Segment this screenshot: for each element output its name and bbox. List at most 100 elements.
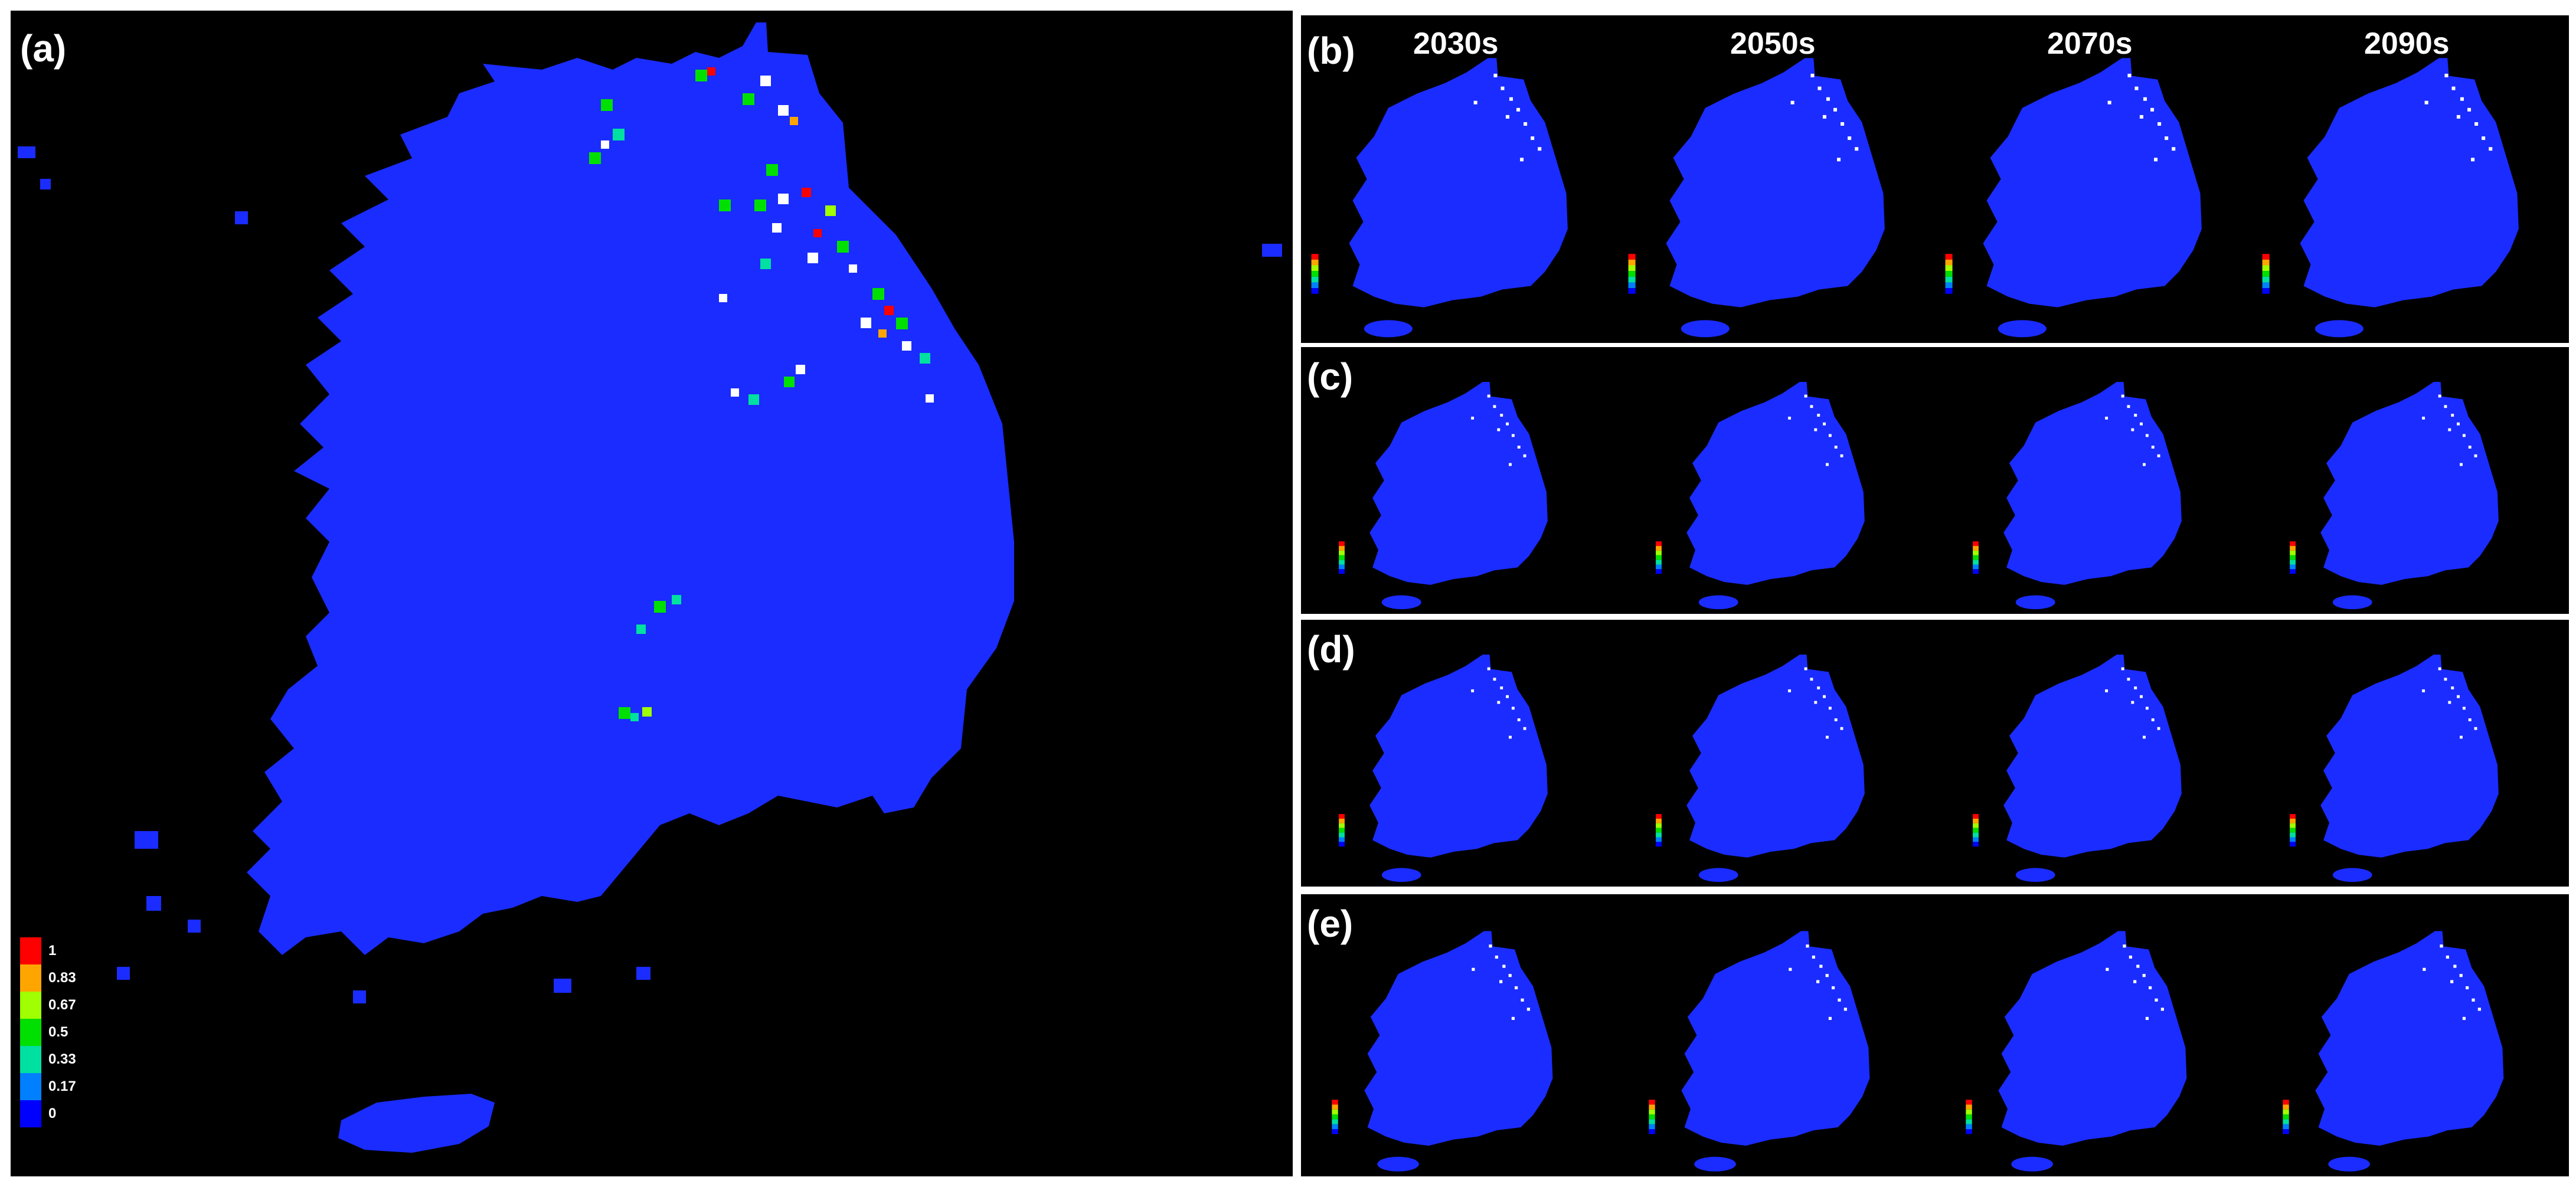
panel-label-d: (d)	[1307, 628, 1355, 671]
legend-item: 0.5	[20, 1019, 68, 1046]
mini-legend-swatch	[1945, 259, 1953, 266]
mini-hotspot	[1843, 1008, 1847, 1011]
mini-legend-swatch	[1339, 814, 1345, 819]
legend-item: 0.67	[20, 992, 76, 1019]
mini-hotspot	[2444, 405, 2447, 408]
mini-legend-swatch	[1332, 1100, 1338, 1105]
mini-map	[1311, 58, 1568, 338]
mini-hotspot	[2107, 100, 2111, 104]
mini-hotspot	[2451, 86, 2456, 90]
mini-hotspot	[2165, 136, 2169, 140]
mini-legend-swatch	[1311, 254, 1319, 260]
mini-legend-swatch	[1966, 1119, 1972, 1124]
mini-hotspot	[1832, 986, 1835, 990]
mini-hotspot	[2145, 434, 2149, 437]
mini-legend-swatch	[1339, 832, 1345, 838]
mini-hotspot	[2157, 727, 2160, 730]
map-row-e: (e)	[1301, 894, 2569, 1176]
legend-item: 0.33	[20, 1046, 76, 1073]
mini-legend-swatch	[1311, 265, 1319, 272]
mini-legend-swatch	[1628, 276, 1636, 283]
mini-legend-swatch	[2262, 259, 2270, 266]
mini-hotspot	[1833, 107, 1838, 112]
mini-hotspot	[1819, 964, 1823, 968]
korea-suitability-map	[18, 22, 1282, 1153]
mini-hotspot	[1500, 686, 1503, 689]
legend-swatch	[20, 1073, 41, 1100]
mini-hotspot	[1487, 394, 1490, 398]
mini-legend-swatch	[2283, 1114, 2289, 1120]
mini-legend-swatch	[1649, 1100, 1655, 1105]
mini-hotspot	[2468, 718, 2472, 721]
mini-hotspot	[1804, 667, 1807, 671]
mini-hotspot	[1472, 967, 1475, 971]
mini-map	[2283, 931, 2504, 1172]
mini-legend-swatch	[1311, 259, 1319, 266]
mini-hotspot	[1828, 707, 1832, 710]
mini-legend-swatch	[2262, 271, 2270, 277]
mini-legend-swatch	[1339, 555, 1345, 560]
mini-hotspot	[1838, 998, 1841, 1002]
mini-hotspot	[1823, 695, 1826, 698]
mini-hotspot	[1814, 701, 1817, 704]
mini-hotspot	[2136, 964, 2140, 968]
mini-hotspot	[1509, 463, 1512, 466]
mini-hotspot	[2131, 428, 2134, 431]
mini-legend-swatch	[2290, 546, 2296, 551]
mini-hotspot	[2448, 701, 2451, 704]
mini-hotspot	[1848, 136, 1852, 140]
panel-label-c: (c)	[1307, 355, 1354, 398]
mini-legend-swatch	[2290, 564, 2296, 570]
mini-hotspot	[1812, 955, 1815, 959]
mini-hotspot	[1826, 463, 1829, 466]
island	[117, 967, 130, 980]
mini-map	[2290, 381, 2499, 610]
mini-legend-swatch	[1945, 265, 1953, 272]
mini-jeju	[1998, 320, 2047, 338]
mini-hotspot	[1817, 86, 1822, 90]
mini-map	[1656, 654, 1865, 882]
mini-hotspot	[2460, 463, 2463, 466]
mini-mainland	[2003, 381, 2182, 585]
legend-swatch	[20, 964, 41, 992]
mini-legend-swatch	[1973, 550, 1979, 555]
legend-label: 0.83	[48, 970, 76, 986]
mini-legend-swatch	[1945, 254, 1953, 260]
mini-legend-swatch	[2283, 1124, 2289, 1129]
mini-legend-swatch	[2262, 265, 2270, 272]
mini-hotspot	[2157, 122, 2162, 126]
map-row-d: (d)	[1301, 620, 2569, 887]
mini-hotspot	[2474, 727, 2477, 730]
legend-item: 1	[20, 937, 56, 964]
mini-legend-swatch	[1332, 1129, 1338, 1134]
mini-hotspot	[1841, 122, 1845, 126]
mini-hotspot	[1826, 735, 1829, 739]
mini-legend-swatch	[1973, 560, 1979, 565]
mini-hotspot	[2438, 667, 2441, 671]
mini-hotspot	[2160, 1008, 2164, 1011]
mini-map	[1628, 58, 1885, 338]
mini-hotspot	[1489, 944, 1492, 948]
mini-hotspot	[1834, 446, 1838, 449]
mini-mainland	[1364, 931, 1553, 1146]
mini-hotspot	[2462, 1016, 2466, 1021]
mini-legend-swatch	[1339, 823, 1345, 828]
panel-label-e: (e)	[1307, 902, 1354, 945]
mini-hotspot	[1804, 394, 1807, 398]
mini-legend-swatch	[2290, 828, 2296, 833]
mini-hotspot	[2106, 967, 2109, 971]
legend-swatch	[20, 1019, 41, 1046]
mini-legend-swatch	[1339, 564, 1345, 570]
mini-legend-swatch	[1973, 823, 1979, 828]
mini-legend-swatch	[2290, 814, 2296, 819]
mini-legend-swatch	[1656, 814, 1662, 819]
mini-hotspot	[2145, 1016, 2149, 1021]
mini-hotspot	[1511, 707, 1515, 710]
mini-legend-swatch	[2262, 282, 2270, 289]
mini-hotspot	[2121, 394, 2124, 398]
mini-hotspot	[1523, 454, 1526, 457]
legend-label: 0.17	[48, 1078, 76, 1094]
mini-hotspot	[2467, 107, 2472, 112]
mini-legend-swatch	[1311, 288, 1319, 294]
mini-hotspot	[2482, 136, 2486, 140]
